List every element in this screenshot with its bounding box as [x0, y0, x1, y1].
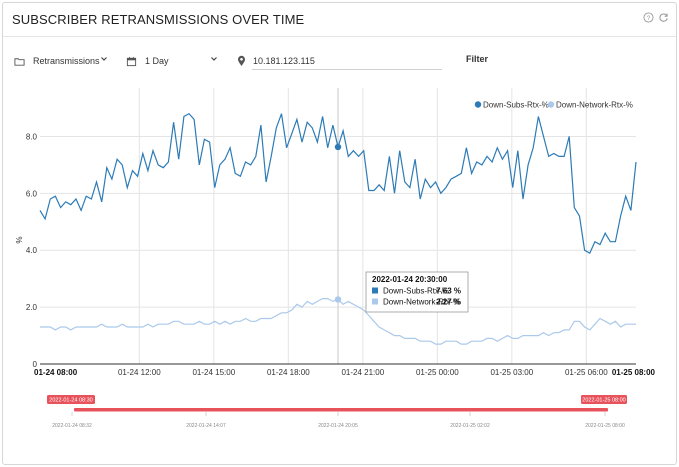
- navigator-tick-label: 2022-01-25 08:00: [585, 423, 625, 429]
- legend-marker-network[interactable]: [547, 101, 555, 108]
- y-axis-label: %: [15, 236, 24, 243]
- legend-label-subs[interactable]: Down-Subs-Rtx-%: [483, 101, 549, 110]
- folder-icon: [14, 57, 25, 66]
- hover-point-network[interactable]: [334, 296, 342, 303]
- y-tick-label: 8.0: [26, 132, 38, 141]
- legend-marker-subs[interactable]: [474, 101, 482, 108]
- navigator-tick-label: 2022-01-24 14:07: [186, 423, 226, 429]
- tooltip-series-value: 7.63 %: [436, 287, 461, 296]
- navigator-end-label: 2022-01-25 08:00: [582, 398, 625, 404]
- y-tick-label: 6.0: [26, 189, 38, 198]
- tooltip-series-value: 2.27 %: [436, 298, 461, 307]
- x-tick-label: 01-24 12:00: [118, 368, 161, 377]
- chart-legend: Down-Subs-Rtx-% Down-Network-Rtx-%: [474, 101, 633, 110]
- x-tick-label: 01-25 03:00: [490, 368, 533, 377]
- ip-address-input[interactable]: [252, 52, 442, 70]
- filter-button[interactable]: Filter: [466, 54, 489, 64]
- y-tick-label: 2.0: [26, 303, 38, 312]
- svg-text:?: ?: [647, 15, 651, 22]
- metric-select-value: Retransmissions: [33, 56, 100, 66]
- navigator-start-handle[interactable]: [47, 395, 95, 404]
- x-tick-label: 01-25 06:00: [565, 368, 608, 377]
- x-tick-label: 01-25 08:00: [612, 368, 656, 377]
- x-tick-label: 01-24 08:00: [34, 368, 78, 377]
- tooltip-series-name: Down-Network-Rtx-%: [383, 298, 460, 307]
- x-tick-label: 01-24 18:00: [267, 368, 310, 377]
- tooltip-swatch-network: [372, 298, 378, 305]
- x-tick-label: 01-24 15:00: [192, 368, 235, 377]
- chevron-down-icon: [211, 57, 217, 61]
- y-axis-ticks: 0 2.0 4.0 6.0 8.0: [26, 132, 38, 369]
- refresh-icon[interactable]: [658, 12, 669, 23]
- header-actions: ?: [643, 12, 669, 23]
- legend-label-network[interactable]: Down-Network-Rtx-%: [556, 101, 633, 110]
- tooltip-swatch-subs: [372, 287, 378, 294]
- navigator-ticks: 2022-01-24 08:32 2022-01-24 14:07 2022-01-…: [52, 412, 625, 429]
- range-select[interactable]: 1 Day: [126, 52, 218, 70]
- tooltip-title: 2022-01-24 20:30:00: [372, 275, 448, 284]
- y-tick-label: 0: [33, 360, 38, 369]
- navigator-tick-label: 2022-01-24 08:32: [52, 423, 92, 429]
- navigator-tick-label: 2022-01-25 02:02: [450, 423, 490, 429]
- navigator-end-handle[interactable]: [581, 395, 627, 404]
- range-select-value: 1 Day: [145, 56, 169, 66]
- navigator-start-label: 2022-01-24 08:30: [49, 398, 92, 404]
- y-tick-label: 4.0: [26, 246, 38, 255]
- widget-title: SUBSCRIBER RETRANSMISSIONS OVER TIME: [12, 12, 305, 27]
- hover-point-subs[interactable]: [334, 143, 342, 151]
- chevron-down-icon: [101, 57, 107, 61]
- navigator-tick-label: 2022-01-24 20:05: [318, 423, 358, 429]
- header-divider: [3, 36, 676, 37]
- x-axis-ticks: 01-24 08:00 01-24 12:00 01-24 15:00 01-24 1…: [34, 368, 656, 377]
- calendar-icon: [126, 56, 137, 66]
- tooltip-series-name: Down-Subs-Rtx-%: [383, 287, 449, 296]
- navigator-range-bar[interactable]: [74, 408, 608, 412]
- help-icon[interactable]: ?: [643, 12, 654, 23]
- time-navigator: 2022-01-24 08:30 2022-01-25 08:00 2022-0…: [47, 395, 627, 429]
- x-tick-label: 01-24 21:00: [341, 368, 384, 377]
- metric-select[interactable]: Retransmissions: [14, 52, 108, 70]
- x-tick-label: 01-25 00:00: [416, 368, 459, 377]
- chart-tooltip: 2022-01-24 20:30:00 Down-Subs-Rtx-% 7.63…: [365, 271, 469, 313]
- location-pin-icon: [238, 55, 245, 66]
